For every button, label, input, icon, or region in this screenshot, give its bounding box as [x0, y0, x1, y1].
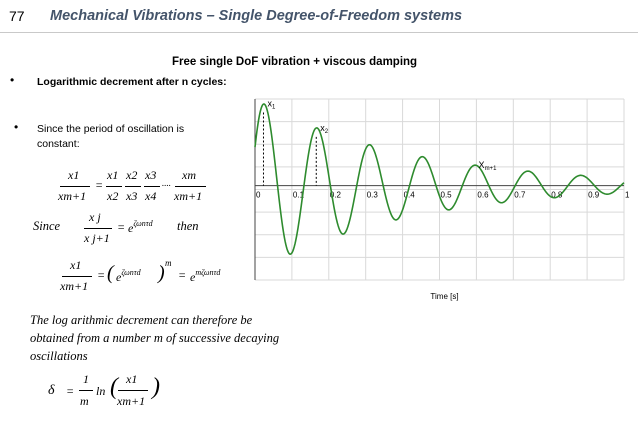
- x-tick-label: 0.5: [441, 191, 453, 200]
- eq4-num-x1: x1: [126, 372, 138, 386]
- eq4-num-1: 1: [83, 372, 89, 386]
- equation-power-m: x1 xm+1 = ( eζωnτd ) m = emζωnτd: [60, 258, 240, 298]
- equation-log-decrement: δ = 1 m ln ( x1 xm+1 ): [48, 372, 178, 417]
- left-paren-icon: (: [110, 374, 118, 400]
- peak-label: Xm+1: [479, 160, 498, 172]
- slide-title: Mechanical Vibrations – Single Degree-of…: [50, 8, 463, 24]
- eq4-den-m: m: [80, 394, 89, 408]
- eq1-dots: ....: [162, 178, 171, 188]
- eq1-num-xm: xm: [182, 168, 196, 182]
- title-divider: [0, 32, 638, 33]
- chart-grid: [255, 98, 625, 281]
- bullet-icon: •: [10, 73, 15, 87]
- eq1-num-x1: x1: [68, 168, 80, 182]
- x-tick-label: 0.3: [367, 191, 379, 200]
- eq3-equals: =: [97, 268, 106, 282]
- eq1-den-xm1b: xm+1: [174, 189, 203, 203]
- eq3-num-x1: x1: [70, 258, 82, 272]
- right-paren-icon: ): [158, 262, 165, 284]
- peak-labels: x1 x2 Xm+1: [267, 98, 497, 171]
- eq2-num-xj: x j: [89, 210, 101, 224]
- peak-label: x2: [320, 123, 329, 135]
- eq3-equals-b: =: [178, 268, 187, 282]
- then-label: then: [177, 219, 199, 233]
- eq1-den-x3: x3: [126, 189, 138, 203]
- eq1-num-x1b: x1: [107, 168, 119, 182]
- peak-label: x1: [267, 98, 276, 110]
- slide-subtitle: Free single DoF vibration + viscous damp…: [172, 56, 418, 68]
- eq3-exponential-m: emζωnτd: [190, 268, 221, 284]
- eq4-equals: =: [66, 384, 75, 398]
- x-tick-labels: 0 0.1 0.2 0.3 0.4 0.5 0.6 0.7 0.8 0.9 1: [256, 191, 630, 200]
- x-tick-label: 0.1: [293, 191, 305, 200]
- equation-ratio-exponential: x j x j+1 = eζωnτd: [84, 210, 204, 250]
- eq2-equals: =: [117, 220, 126, 234]
- right-paren-icon: ): [152, 374, 160, 400]
- peak-markers: [262, 112, 317, 186]
- eq2-exponential: eζωnτd: [128, 219, 153, 235]
- equation-ratio-chain: x1 xm+1 = x1 x2 x2 x3 x3 x4 .... xm xm+1: [58, 168, 208, 208]
- x-tick-label: 0.6: [477, 191, 489, 200]
- eq1-num-x3: x3: [145, 168, 157, 182]
- eq1-num-x2: x2: [126, 168, 138, 182]
- eq1-den-x2: x2: [107, 189, 119, 203]
- eq2-den-xj1: x j+1: [84, 231, 110, 245]
- bullet-icon: •: [14, 120, 19, 134]
- eq1-equals: =: [95, 178, 104, 192]
- eq4-den-xm1: xm+1: [117, 394, 146, 408]
- x-tick-label: 0.2: [330, 191, 342, 200]
- response-series-line: [254, 103, 625, 255]
- eq4-ln: ln: [96, 384, 106, 398]
- x-tick-label: 0.4: [404, 191, 416, 200]
- delta-symbol: δ: [48, 383, 55, 398]
- x-tick-label: 0.9: [588, 191, 600, 200]
- damped-vibration-chart: 0 0.1 0.2 0.3 0.4 0.5 0.6 0.7 0.8 0.9 1 x1 x2 Xm+1 T…: [254, 98, 630, 301]
- eq3-power-m: m: [165, 258, 172, 268]
- eq1-den-x4: x4: [145, 189, 157, 203]
- x-axis-label: Time [s]: [430, 292, 458, 301]
- since-label: Since: [33, 219, 61, 233]
- eq3-exponential: eζωnτd: [116, 268, 141, 284]
- x-tick-label: 0.7: [514, 191, 526, 200]
- eq3-den-xm1: xm+1: [60, 279, 89, 293]
- conclusion-text: The log arithmic decrement can therefore…: [30, 313, 280, 363]
- x-tick-label: 0: [256, 191, 261, 200]
- x-tick-label: 0.8: [551, 191, 563, 200]
- left-paren-icon: (: [107, 262, 114, 284]
- slide-number: 77: [9, 8, 25, 24]
- x-tick-label: 1: [625, 191, 630, 200]
- bullet-logarithmic-decrement: Logarithmic decrement after n cycles:: [37, 76, 227, 88]
- bullet-period-constant: Since the period of oscillation is const…: [37, 123, 185, 150]
- eq1-den-xm1: xm+1: [58, 189, 87, 203]
